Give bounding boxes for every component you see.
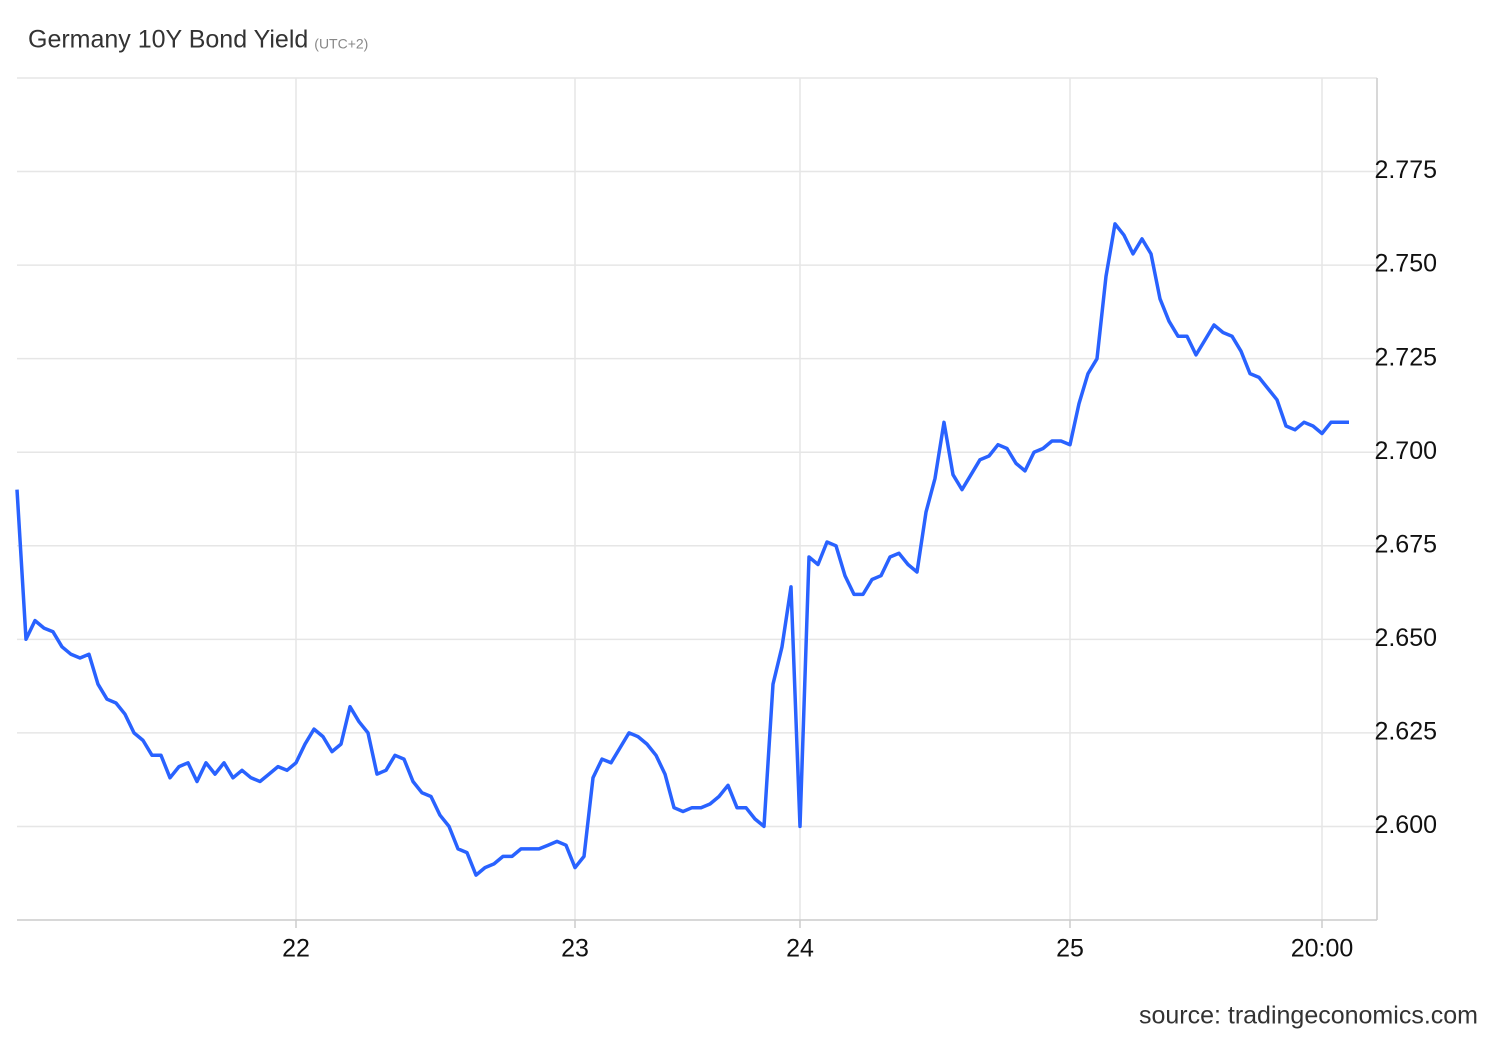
y-tick-label: 2.750 [1374,250,1437,278]
x-tick-label: 24 [786,935,814,963]
source-note: source: tradingeconomics.com [1139,1002,1478,1030]
x-tick-label: 23 [561,935,589,963]
chart-subtitle: (UTC+2) [314,36,368,52]
x-tick-label: 22 [282,935,310,963]
y-tick-label: 2.700 [1374,437,1437,465]
x-tick-label: 25 [1056,935,1084,963]
y-tick-label: 2.625 [1374,717,1437,745]
yield-line [15,222,1349,877]
chart-title: Germany 10Y Bond Yield [28,26,308,54]
x-tick-label: 20:00 [1291,935,1354,963]
y-tick-label: 2.725 [1374,343,1437,371]
y-tick-label: 2.650 [1374,624,1437,652]
y-tick-label: 2.600 [1374,811,1437,839]
y-tick-label: 2.775 [1374,156,1437,184]
y-tick-label: 2.675 [1374,530,1437,558]
